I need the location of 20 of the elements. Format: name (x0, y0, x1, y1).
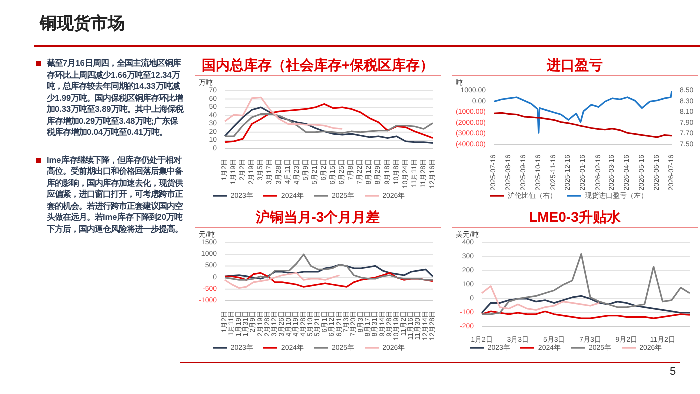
line-series (224, 272, 434, 288)
line-series (224, 113, 434, 138)
chart-title: 国内总库存（社会库存+保税区库存） (195, 56, 441, 76)
line-series (481, 310, 691, 320)
line-series (224, 272, 341, 290)
line-series (224, 264, 434, 280)
chart-title: 沪铜当月-3个月月差 (195, 208, 441, 228)
line-series (481, 286, 600, 311)
line-series (224, 96, 344, 130)
line-series (494, 112, 672, 138)
chart-title: LME0-3升贴水 (452, 208, 698, 228)
text: lme库存继续下降，但库存仍处于相对高位。受前期出口和价格回落后集中备库的影响，国内库存加速去化，现货供应偏紧，进口窗口打开，可考虑跨市正套的机会。若进行跨市正套建议国内空头做在远月。若lme库存下降到20万吨下方后，国内逼仓风险将进一步提高。 (47, 154, 184, 235)
text: 截至7月16日周四，全国主流地区铜库存环比上周四减少1.66万吨至12.34万吨，总库存较去年同期的14.33万吨减少1.99万吨。国内保税区铜库存环比增加0.33万吨至3.89万吨。其中上海保税库存增加0.29万吨至3.48万吨;广东保税库存增加0.04万吨至0.41万吨。 (47, 58, 185, 138)
text: 5 (670, 366, 676, 378)
line-series (224, 254, 434, 281)
chart-title: 进口盈亏 (452, 56, 698, 76)
line-series (494, 91, 672, 134)
line-series (481, 253, 691, 316)
line-series (481, 295, 691, 314)
text: 铜现货市场 (40, 13, 125, 35)
